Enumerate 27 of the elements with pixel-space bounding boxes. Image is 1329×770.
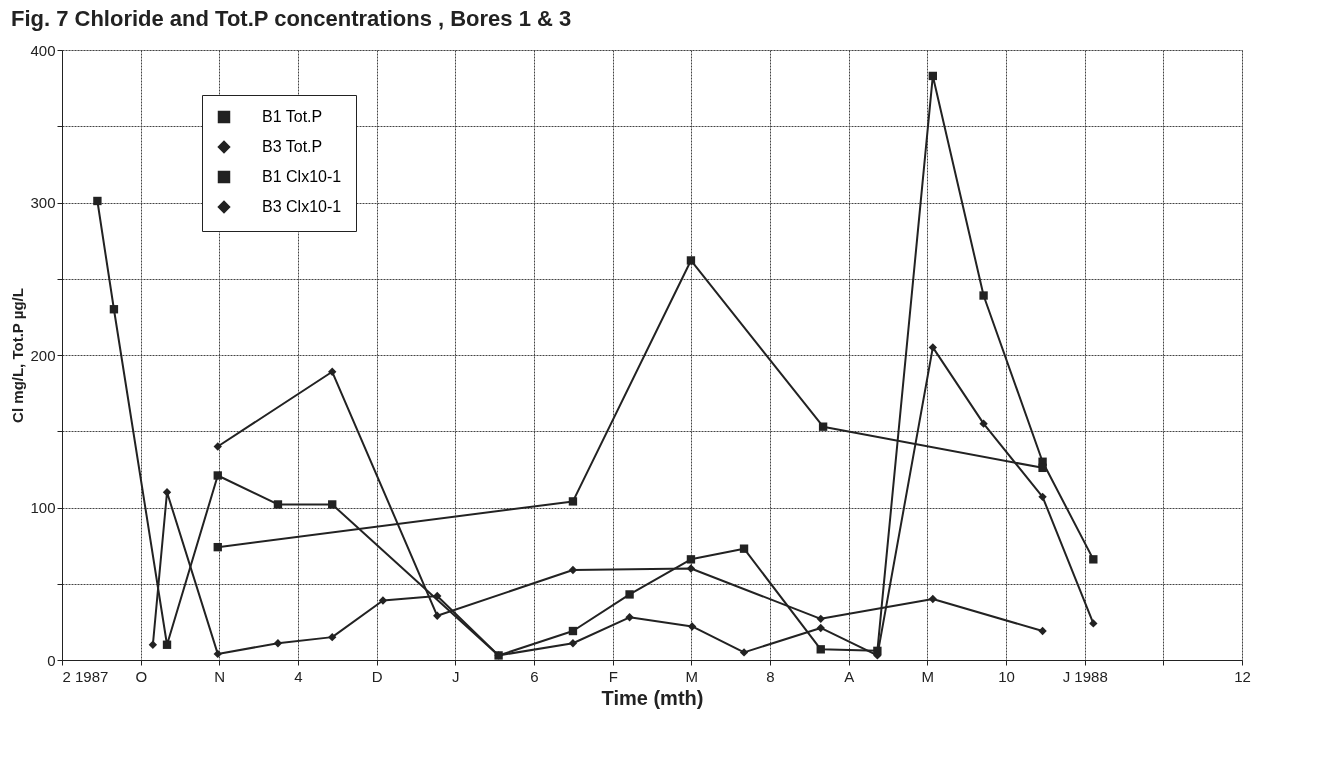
y-tick-label: 300 xyxy=(30,194,56,211)
x-tick-label: 10 xyxy=(998,667,1015,685)
x-tick-label: A xyxy=(844,667,855,685)
legend-label: B3 Tot.P xyxy=(262,138,323,155)
x-tick-label: M xyxy=(921,667,935,685)
x-axis-title: Time (mth) xyxy=(601,686,704,709)
x-tick-label: M xyxy=(685,667,699,685)
legend-label: B1 Clx10-1 xyxy=(262,168,342,185)
chart-title: Fig. 7 Chloride and Tot.P concentrations , Bores 1 & 3 xyxy=(10,6,572,31)
x-tick-label: O xyxy=(135,667,148,685)
x-tick-label: J 1988 xyxy=(1062,667,1108,685)
x-tick-label: 6 xyxy=(530,667,539,685)
x-tick-label: 4 xyxy=(294,667,303,685)
y-tick-label: 0 xyxy=(47,651,56,669)
x-tick-label: N xyxy=(214,667,226,685)
y-tick-label: 200 xyxy=(30,346,56,364)
y-tick-label: 100 xyxy=(30,499,56,516)
x-tick-label: F xyxy=(608,667,618,685)
x-tick-label: 2 1987 xyxy=(62,667,109,685)
legend-label: B1 Tot.P xyxy=(262,108,323,125)
x-tick-label: D xyxy=(371,667,383,685)
y-tick-label: 400 xyxy=(30,41,56,59)
x-tick-label: 12 xyxy=(1234,667,1251,685)
y-axis-title: Cl mg/L, Tot.P µg/L xyxy=(9,288,27,423)
x-tick-label: 8 xyxy=(766,667,775,685)
x-tick-label: J xyxy=(452,667,460,685)
legend-label: B3 Clx10-1 xyxy=(262,198,342,215)
